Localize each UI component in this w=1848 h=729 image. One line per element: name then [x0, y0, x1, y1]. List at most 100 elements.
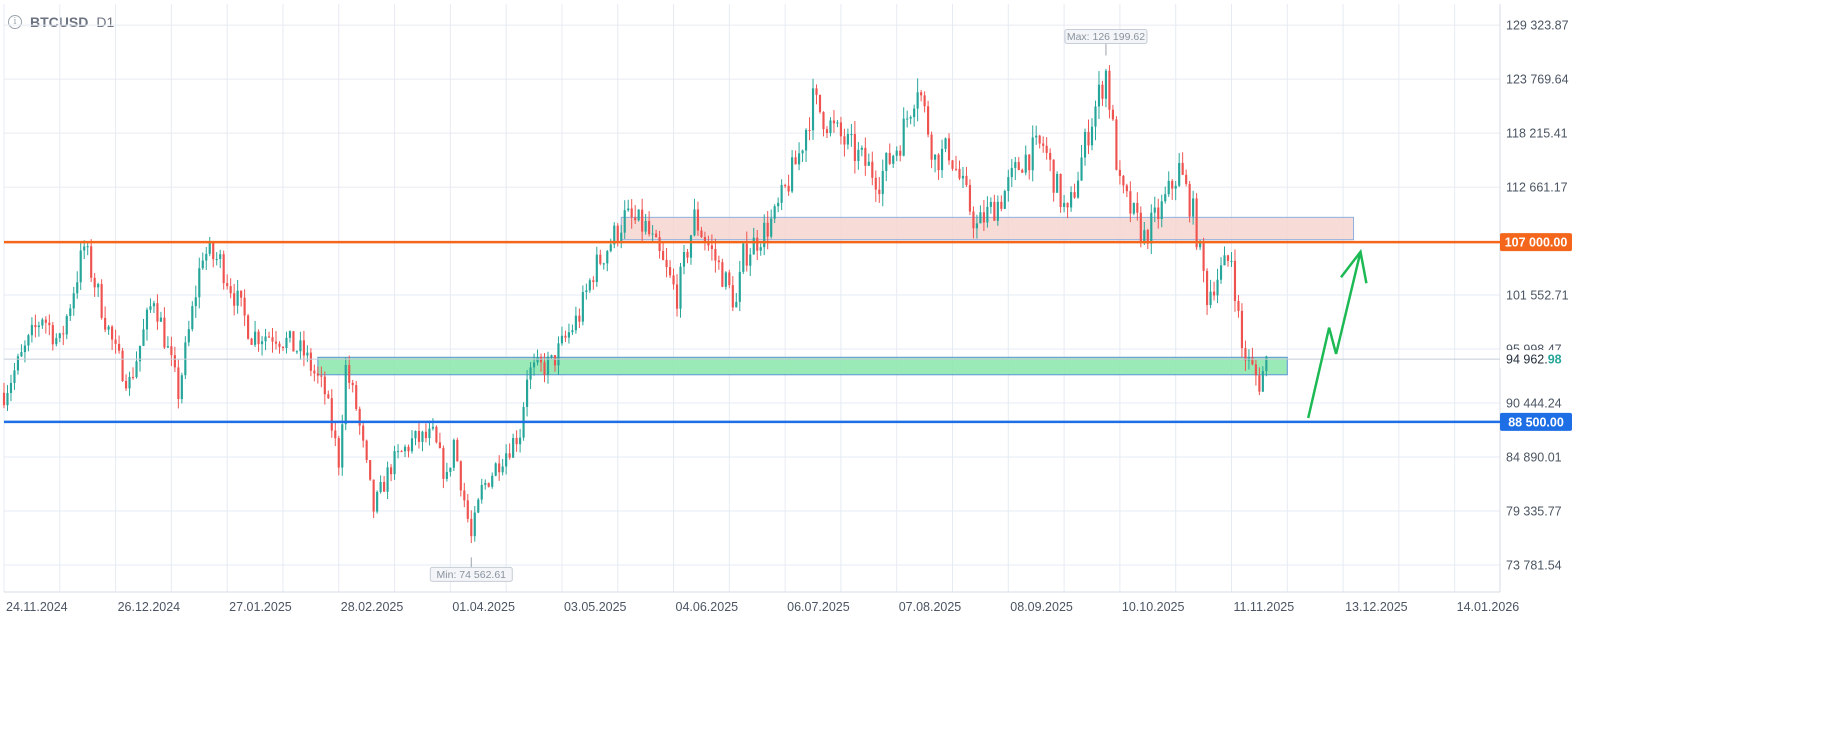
candle: [128, 376, 131, 389]
candle: [710, 245, 713, 249]
level-label-bg: [1500, 412, 1572, 431]
candle: [1045, 145, 1048, 153]
candle: [519, 437, 522, 445]
candle: [655, 233, 658, 238]
candle: [1111, 109, 1115, 120]
candle: [979, 212, 982, 224]
candle: [100, 284, 103, 318]
candle: [609, 244, 612, 252]
candle: [850, 134, 853, 136]
candle: [1069, 192, 1073, 208]
candle: [797, 153, 801, 165]
chart-header: i BTCUSD D1: [8, 14, 114, 30]
candle: [212, 242, 215, 260]
candle: [829, 120, 832, 134]
x-tick-label: 07.08.2025: [899, 600, 962, 614]
candle: [149, 306, 152, 310]
candle: [6, 392, 9, 406]
candle: [728, 272, 731, 286]
candle: [759, 247, 762, 251]
y-tick-label: 112 661.17: [1506, 181, 1568, 195]
candle: [13, 370, 16, 383]
candle: [1129, 191, 1132, 214]
candle: [581, 292, 584, 322]
y-tick-label: 73 781.54: [1506, 558, 1562, 572]
candle: [756, 237, 759, 251]
candle: [177, 367, 180, 400]
candle: [679, 266, 682, 309]
candle: [1132, 202, 1135, 214]
candle: [599, 254, 602, 264]
candle: [1076, 180, 1080, 198]
candle: [393, 451, 396, 475]
candle: [1136, 202, 1139, 213]
candle: [208, 242, 211, 254]
min-marker-label: Min: 74 562.61: [437, 569, 507, 581]
candle: [832, 120, 836, 124]
candle: [731, 285, 734, 308]
candle: [271, 337, 274, 342]
candle: [491, 475, 494, 487]
candle: [825, 129, 829, 134]
candle: [553, 355, 557, 366]
candle: [954, 168, 958, 170]
candle: [909, 117, 912, 119]
candle: [334, 430, 337, 439]
candle: [358, 408, 361, 426]
candle: [1115, 119, 1118, 170]
candle: [1014, 162, 1017, 168]
candle: [1192, 198, 1195, 217]
candle: [309, 352, 312, 371]
candle: [648, 220, 651, 235]
info-icon[interactable]: i: [8, 15, 22, 29]
candle: [1118, 169, 1121, 176]
candle: [449, 467, 452, 472]
candle: [159, 317, 163, 322]
candle: [874, 177, 877, 190]
candle: [923, 95, 926, 107]
candle: [745, 243, 748, 266]
candle: [44, 319, 47, 323]
candle: [438, 442, 441, 449]
y-tick-label: 90 444.24: [1506, 397, 1562, 411]
candle: [665, 259, 668, 268]
candle: [421, 431, 424, 442]
candle: [198, 268, 201, 298]
candle: [365, 440, 368, 460]
candle: [156, 303, 159, 322]
candle: [1052, 159, 1055, 193]
candle: [487, 483, 490, 487]
level-label: 88 500.00: [1508, 415, 1564, 429]
candle: [1097, 84, 1101, 107]
candle: [278, 343, 281, 347]
candle: [191, 306, 194, 330]
candle: [163, 317, 166, 348]
candle: [473, 512, 476, 537]
candle: [372, 479, 375, 512]
candle: [20, 352, 23, 357]
candle: [766, 222, 769, 237]
candle: [682, 251, 686, 267]
candle: [306, 352, 309, 356]
candle: [229, 286, 232, 294]
candle: [295, 351, 299, 353]
candle: [1021, 169, 1024, 173]
candle: [906, 118, 909, 120]
interval-label[interactable]: D1: [96, 14, 115, 30]
support-zone: [317, 356, 1288, 376]
candle: [327, 394, 330, 399]
candle: [791, 157, 794, 192]
candle: [634, 217, 637, 221]
candle: [515, 437, 518, 445]
candle: [480, 484, 483, 500]
candle: [641, 209, 644, 232]
candle: [1010, 167, 1013, 178]
candle: [864, 147, 867, 166]
candle: [316, 373, 319, 376]
candle: [811, 88, 815, 131]
candle: [902, 118, 905, 156]
candle: [508, 453, 511, 458]
x-tick-label: 24.11.2024: [6, 600, 68, 614]
candle: [1063, 202, 1066, 208]
